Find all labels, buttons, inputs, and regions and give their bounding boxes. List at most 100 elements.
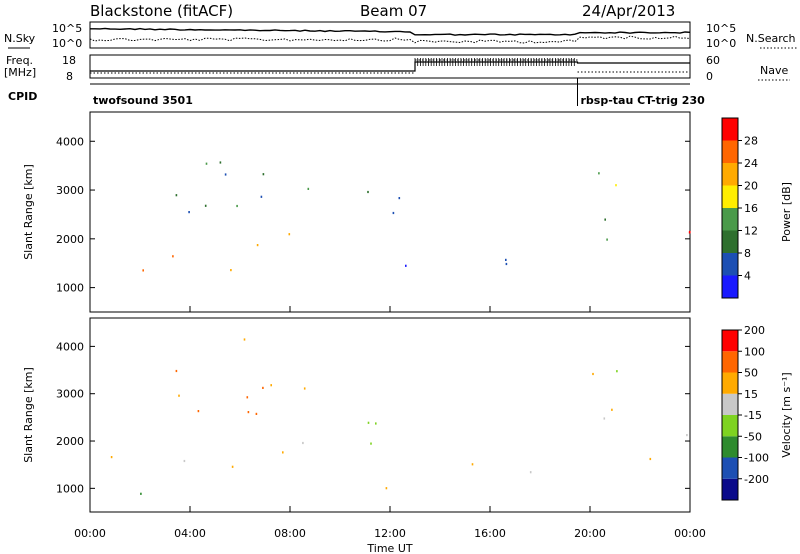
power-echo bbox=[260, 195, 263, 198]
velocity-echo bbox=[247, 411, 250, 414]
power-echo bbox=[367, 190, 369, 194]
velocity-echo bbox=[197, 410, 200, 413]
velocity-echo bbox=[375, 422, 377, 425]
power-echo bbox=[262, 173, 265, 176]
power-echo bbox=[256, 244, 259, 247]
velocity-echo bbox=[471, 463, 474, 466]
velocity-echo bbox=[302, 441, 304, 445]
power-frame bbox=[89, 111, 691, 313]
velocity-echo bbox=[592, 372, 594, 376]
velocity-echo bbox=[529, 471, 532, 474]
power-colorbar-tick-label: 28 bbox=[744, 135, 758, 148]
nsky-tick-bottom: 10^0 bbox=[52, 37, 82, 50]
power-scatter bbox=[142, 161, 691, 272]
freq-tick-bottom: 8 bbox=[66, 70, 73, 83]
power-colorbar-segment bbox=[722, 230, 738, 253]
velocity-echo bbox=[255, 412, 258, 415]
velocity-colorbar-tick-label: -100 bbox=[744, 452, 769, 465]
velocity-echo bbox=[370, 442, 372, 445]
power-echo bbox=[188, 211, 190, 214]
power-echo bbox=[688, 231, 691, 234]
beam-label: Beam 07 bbox=[360, 2, 427, 20]
power-ytick-label: 1000 bbox=[56, 282, 84, 295]
velocity-colorbar-segment bbox=[722, 436, 738, 458]
velocity-colorbar-label: Velocity [m s⁻¹] bbox=[780, 372, 793, 457]
velocity-echo bbox=[303, 387, 306, 390]
velocity-colorbar-tick-label: 50 bbox=[744, 367, 758, 380]
power-echo bbox=[505, 262, 508, 266]
power-colorbar-segment bbox=[722, 140, 738, 163]
velocity-colorbar-segment bbox=[722, 393, 738, 415]
nave-label: Nave bbox=[760, 64, 788, 77]
power-colorbar-segment bbox=[722, 208, 738, 231]
freq-tick-top: 18 bbox=[62, 54, 76, 67]
time-xtick-label: 12:00 bbox=[374, 527, 406, 540]
power-colorbar-tick-label: 16 bbox=[744, 202, 758, 215]
velocity-colorbar-tick-label: 100 bbox=[744, 345, 765, 358]
velocity-colorbar-segment bbox=[722, 372, 738, 394]
power-colorbar-segment bbox=[722, 275, 738, 298]
power-colorbar-tick-label: 12 bbox=[744, 225, 758, 238]
cpid-mode-label: twofsound 3501 bbox=[93, 94, 193, 107]
power-panel: 1000 2000 3000 4000 Slant Range [km] bbox=[22, 111, 691, 313]
time-xtick-label: 00:00 bbox=[74, 527, 106, 540]
nsearch-trace bbox=[89, 35, 691, 44]
power-colorbar-tick-label: 20 bbox=[744, 180, 758, 193]
velocity-y-axis: 1000 2000 3000 4000 bbox=[56, 340, 690, 495]
power-echo bbox=[224, 173, 227, 176]
velocity-panel: 1000 2000 3000 4000 Slant Range [km] bbox=[22, 317, 691, 513]
velocity-ytick-label: 4000 bbox=[56, 340, 84, 353]
velocity-frame bbox=[89, 317, 691, 513]
cpid-mode-label: rbsp-tau CT-trig 230 bbox=[581, 94, 706, 107]
velocity-colorbar-segment bbox=[722, 415, 738, 437]
velocity-echo bbox=[178, 394, 180, 397]
velocity-echo bbox=[243, 338, 246, 341]
power-echo bbox=[236, 204, 238, 208]
power-ytick-label: 4000 bbox=[56, 135, 84, 148]
velocity-echo bbox=[270, 384, 272, 387]
velocity-echo bbox=[140, 492, 142, 495]
power-ytick-label: 2000 bbox=[56, 233, 84, 246]
power-echo bbox=[205, 162, 208, 165]
velocity-colorbar-tick-label: -15 bbox=[744, 409, 762, 422]
nsky-tick-top: 10^5 bbox=[52, 22, 82, 35]
time-xlabel: Time UT bbox=[366, 542, 412, 554]
velocity-colorbar-segment bbox=[722, 457, 738, 479]
velocity-colorbar: 200 100 50 15 -15 -50 -100 -200 bbox=[721, 324, 769, 501]
velocity-scatter bbox=[110, 338, 688, 495]
power-ytick-label: 3000 bbox=[56, 184, 84, 197]
power-colorbar-label: Power [dB] bbox=[780, 182, 793, 242]
power-echo bbox=[398, 197, 401, 200]
power-colorbar-segment bbox=[722, 118, 738, 141]
power-echo bbox=[606, 238, 608, 241]
nsearch-label: N.Search bbox=[746, 32, 796, 45]
power-echo bbox=[175, 194, 178, 197]
power-y-axis: 1000 2000 3000 4000 bbox=[56, 135, 690, 295]
velocity-echo bbox=[262, 386, 264, 389]
velocity-echo bbox=[183, 459, 186, 463]
power-colorbar-segment bbox=[722, 163, 738, 186]
velocity-colorbar-tick-label: -50 bbox=[744, 430, 762, 443]
velocity-colorbar-segment bbox=[722, 351, 738, 373]
power-echo bbox=[172, 255, 174, 258]
freq-trace bbox=[90, 61, 690, 72]
cpid-label: CPID bbox=[8, 90, 37, 103]
power-echo bbox=[142, 269, 144, 272]
time-xtick-label: 00:00 bbox=[674, 527, 706, 540]
power-colorbar-tick-label: 4 bbox=[744, 270, 751, 283]
nave-tick-top: 60 bbox=[706, 54, 720, 67]
velocity-colorbar-tick-label: 15 bbox=[744, 388, 758, 401]
freq-panel bbox=[89, 54, 691, 79]
velocity-echo bbox=[603, 417, 606, 420]
power-ylabel: Slant Range [km] bbox=[22, 164, 35, 260]
power-echo bbox=[615, 184, 617, 187]
velocity-echo bbox=[231, 465, 234, 468]
power-echo bbox=[405, 264, 407, 267]
power-echo bbox=[288, 233, 291, 236]
velocity-echo bbox=[246, 396, 249, 399]
power-colorbar-segment bbox=[722, 253, 738, 276]
nsearch-tick-top: 10^5 bbox=[706, 22, 736, 35]
power-echo bbox=[219, 161, 222, 164]
velocity-colorbar-segment bbox=[722, 478, 738, 500]
time-xtick-label: 04:00 bbox=[174, 527, 206, 540]
